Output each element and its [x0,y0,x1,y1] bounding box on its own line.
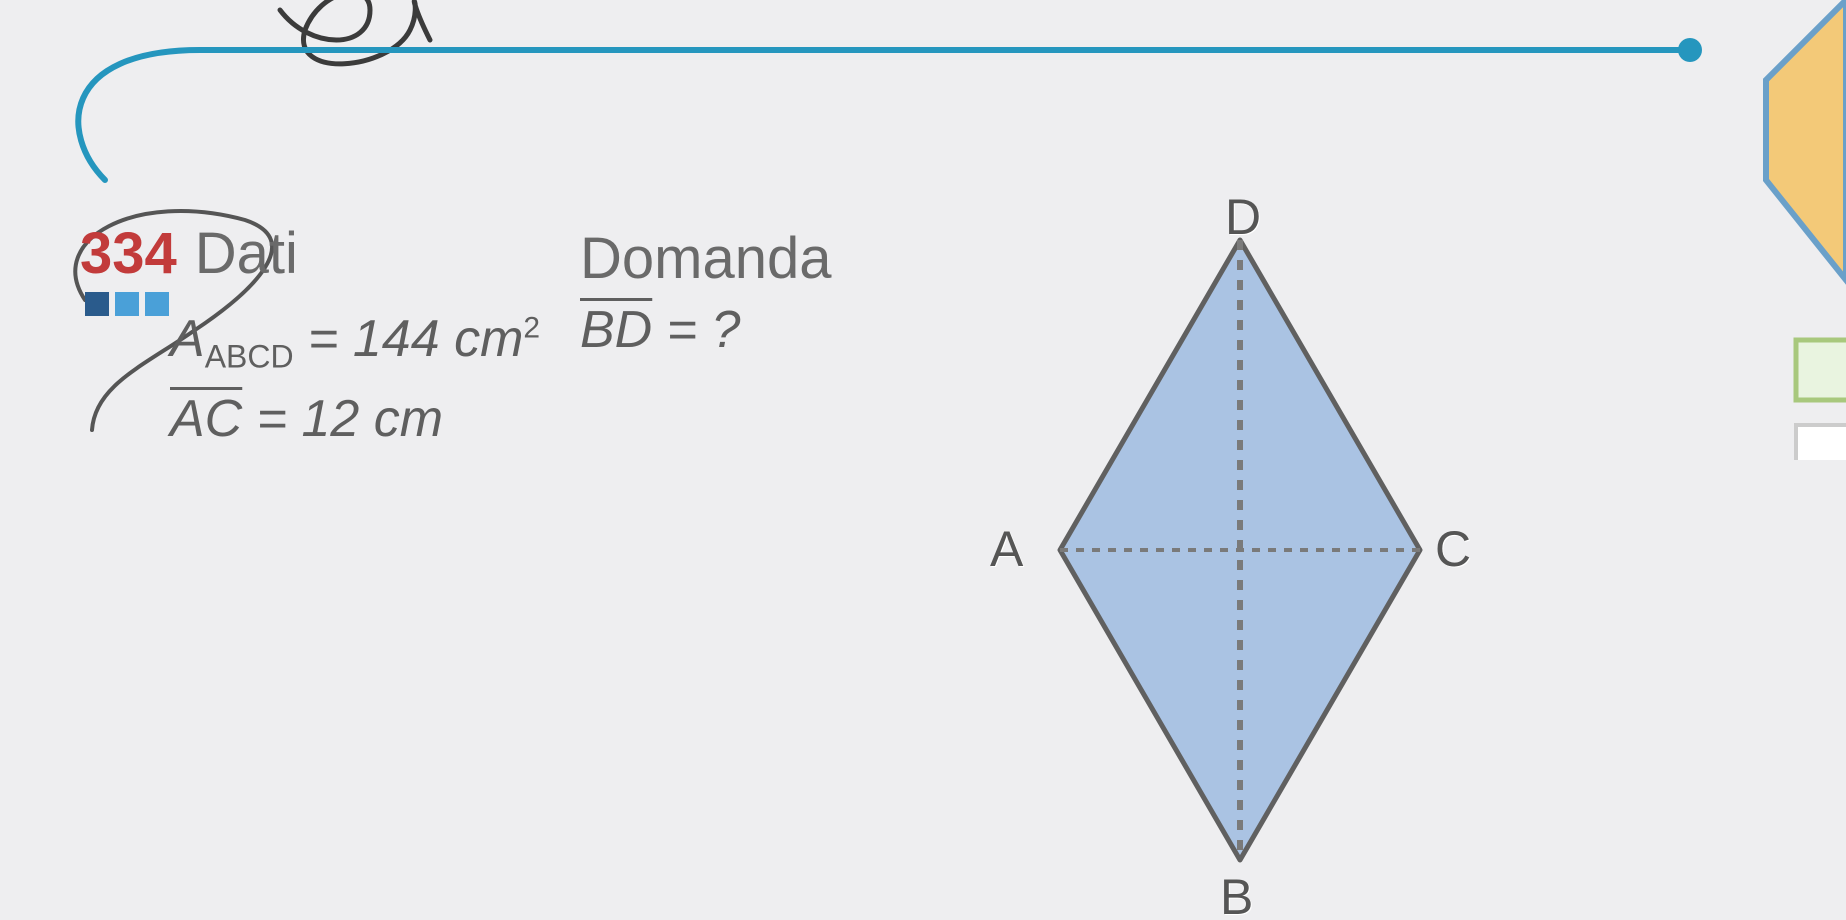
rhombus-svg [980,200,1500,900]
vertex-label-c: C [1435,520,1471,578]
bd-var: BD [580,301,652,359]
dati-label: Dati [195,220,298,287]
area-subscript: ABCD [205,338,294,374]
page-root: 334 Dati Domanda AABCD = 144 cm2 AC = 12… [0,0,1846,920]
rhombus-diagram: D A C B [980,200,1500,900]
ac-value: = 12 cm [242,390,443,448]
difficulty-square-2 [115,292,139,316]
difficulty-indicator [85,292,169,316]
difficulty-square-1 [85,292,109,316]
domanda-label: Domanda [580,225,831,292]
domanda-formula: BD = ? [580,300,740,360]
area-var: A [170,310,205,368]
curve-path [78,50,1690,180]
area-value: = 144 cm [294,310,524,368]
dati-formulas: AABCD = 144 cm2 AC = 12 cm [170,300,540,458]
exercise-number: 334 [80,220,177,287]
difficulty-square-3 [145,292,169,316]
vertex-label-d: D [1225,188,1261,246]
box-outline-curve [50,10,1750,200]
page-edge-decoration-top [1756,0,1846,280]
vertex-label-b: B [1220,868,1253,920]
curve-endpoint-dot [1678,38,1702,62]
area-superscript: 2 [523,312,540,345]
page-edge-decoration-mid [1786,330,1846,460]
formula-area: AABCD = 144 cm2 [170,300,540,380]
edge-box [1796,340,1846,400]
ac-var: AC [170,390,242,448]
edge-shape-path [1766,0,1846,280]
bd-value: = ? [652,301,740,359]
vertex-label-a: A [990,520,1023,578]
edge-box-2 [1796,425,1846,460]
formula-diagonal: AC = 12 cm [170,380,540,458]
